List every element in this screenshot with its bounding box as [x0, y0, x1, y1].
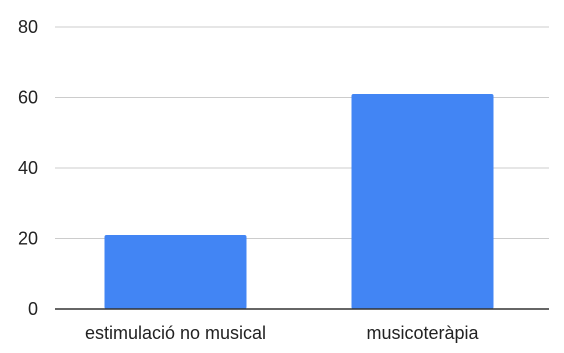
bar — [351, 93, 494, 309]
y-tick-label: 40 — [18, 158, 38, 178]
bar — [104, 234, 247, 309]
y-tick-label: 60 — [18, 88, 38, 108]
bars — [104, 93, 494, 309]
y-tick-label: 0 — [28, 299, 38, 319]
x-tick-label: estimulació no musical — [85, 323, 266, 343]
y-tick-labels: 0 20 40 60 80 — [18, 17, 38, 319]
y-tick-label: 80 — [18, 17, 38, 37]
x-tick-label: musicoteràpia — [366, 323, 479, 343]
y-tick-label: 20 — [18, 229, 38, 249]
x-tick-labels: estimulació no musical musicoteràpia — [85, 323, 480, 343]
